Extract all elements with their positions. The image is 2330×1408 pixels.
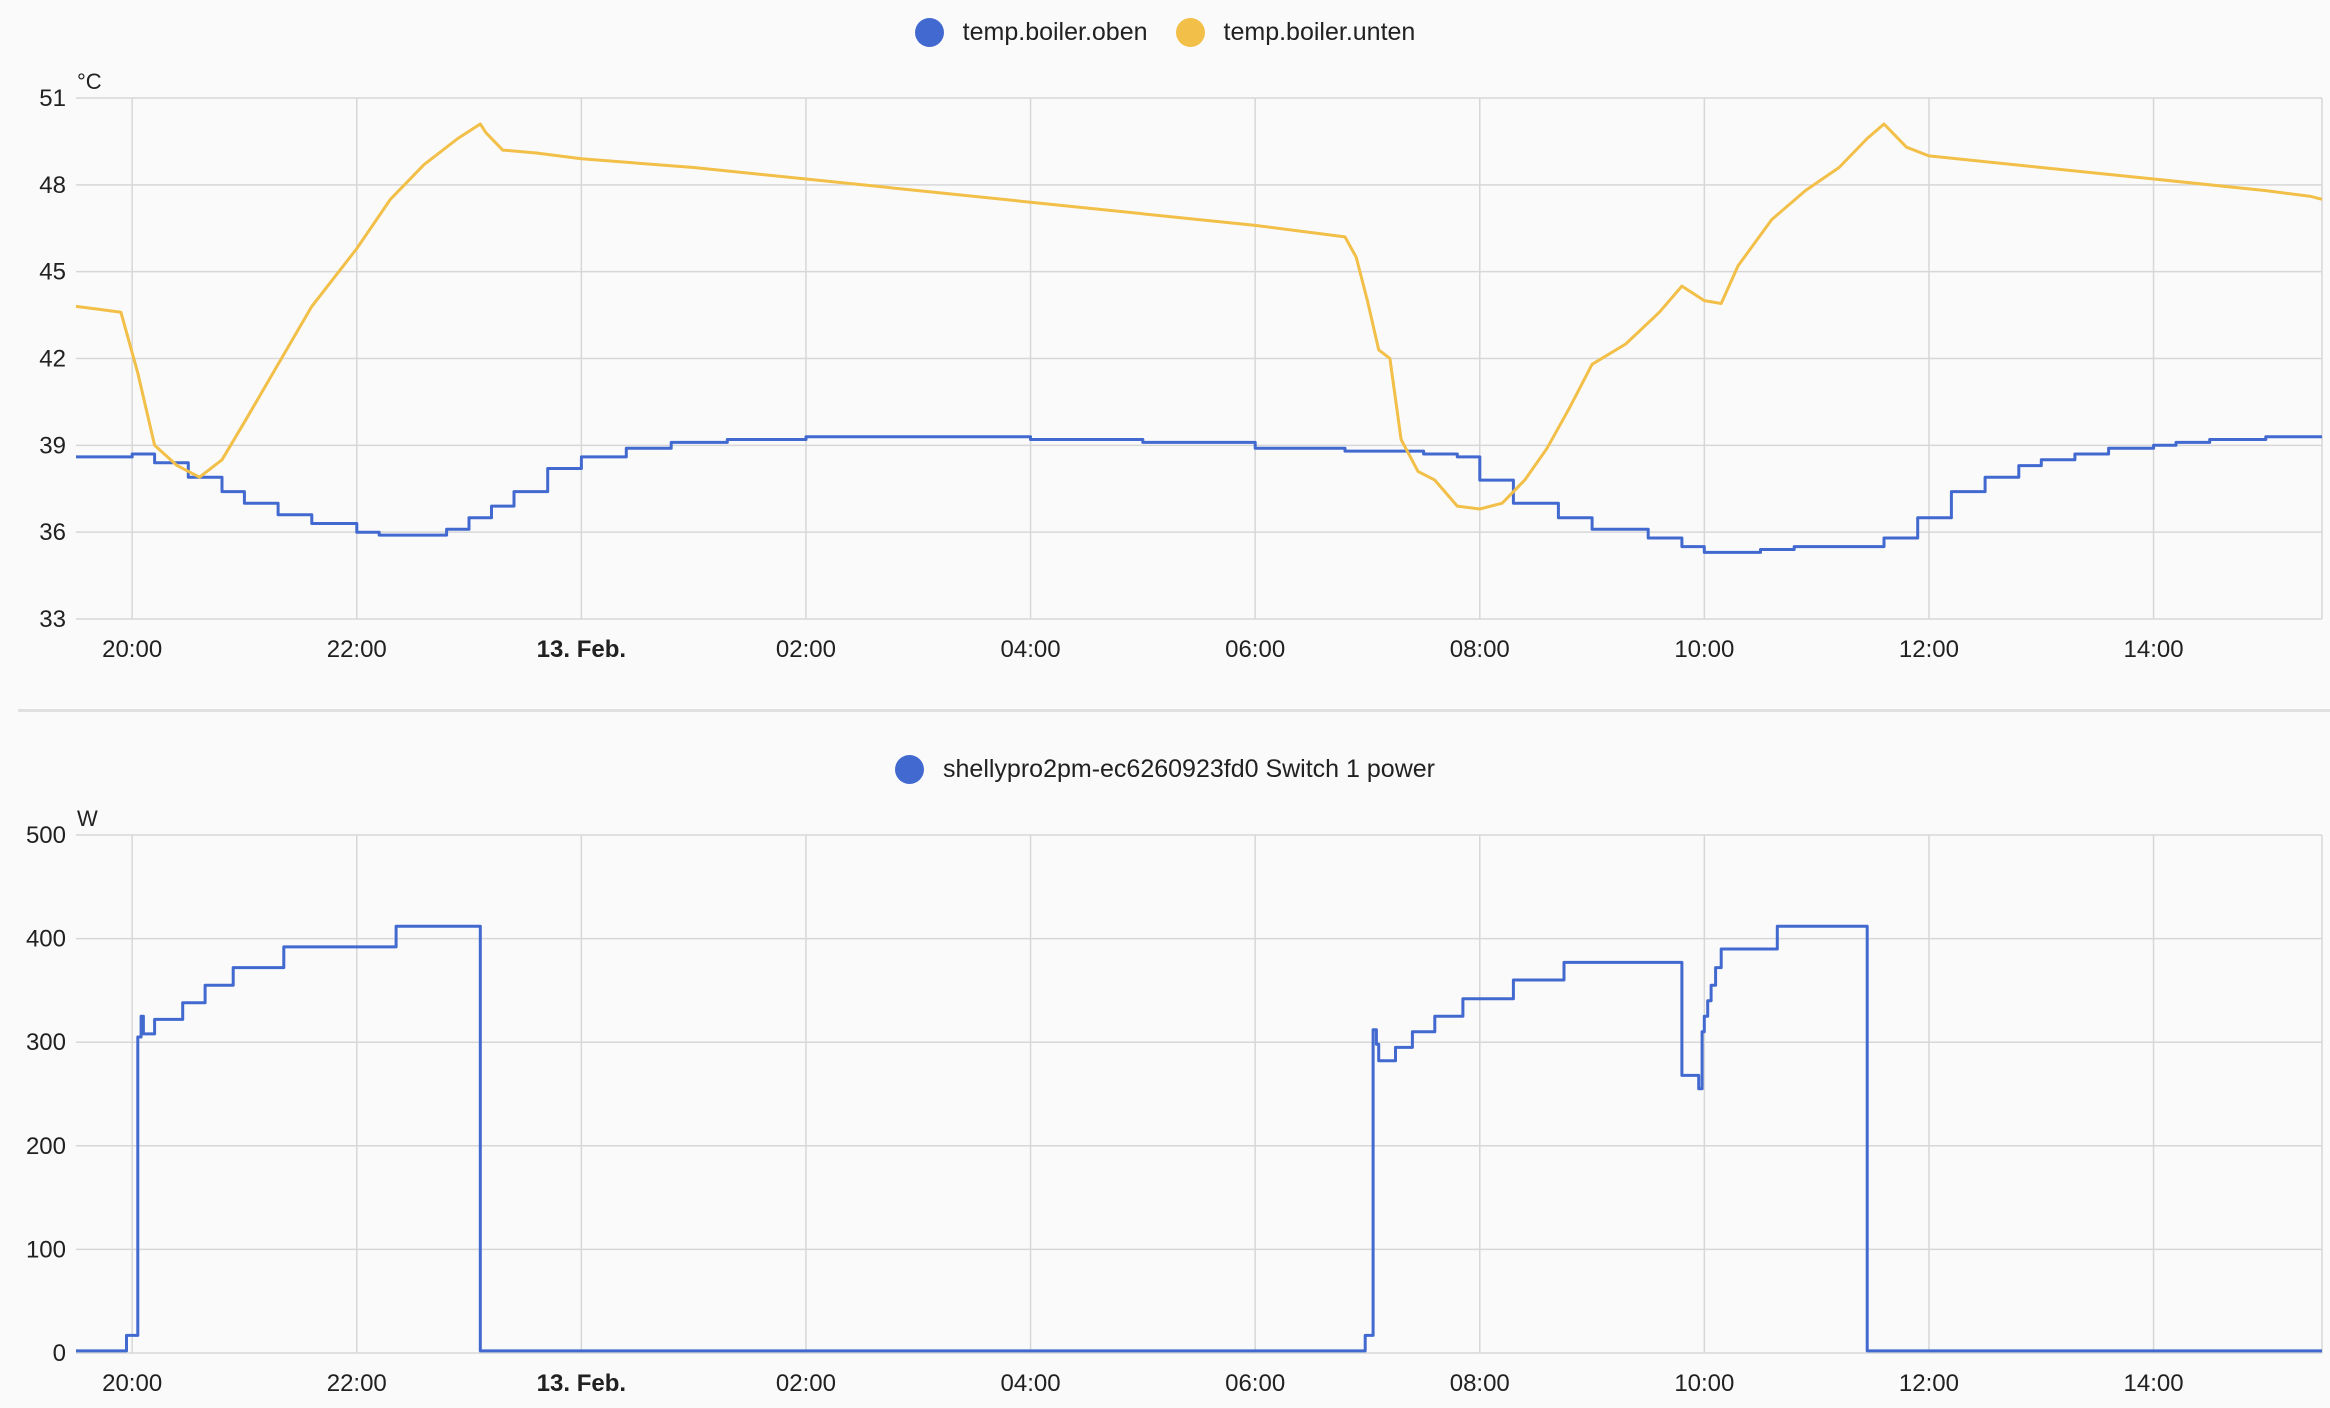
x-tick-label: 13. Feb. <box>537 1370 626 1397</box>
y-tick-label: 100 <box>26 1236 66 1263</box>
x-tick-label: 04:00 <box>1001 1370 1061 1397</box>
panel-divider <box>18 709 2330 712</box>
x-tick-label: 14:00 <box>2124 1370 2184 1397</box>
y-tick-label: 300 <box>26 1029 66 1056</box>
temperature-legend: temp.boiler.oben temp.boiler.unten <box>0 14 2330 50</box>
y-tick-label: 42 <box>39 346 66 373</box>
x-tick-label: 08:00 <box>1450 636 1510 663</box>
series-line-shellypro2pm-ec6260923fd0-switch-1-power[interactable] <box>76 924 2322 1353</box>
temperature-chart-panel: temp.boiler.oben temp.boiler.unten 20:00… <box>0 0 2330 705</box>
power-legend: shellypro2pm-ec6260923fd0 Switch 1 power <box>0 751 2330 787</box>
x-tick-label: 20:00 <box>102 1370 162 1397</box>
x-tick-label: 02:00 <box>776 1370 836 1397</box>
temperature-plot[interactable]: 20:00 22:00 13. Feb. 02:00 04:00 06:00 08:00 10… <box>0 0 2330 705</box>
power-plot[interactable]: 20:00 22:00 13. Feb. 02:00 04:00 06:00 08:00 10… <box>0 715 2330 1408</box>
x-tick-label: 10:00 <box>1674 1370 1734 1397</box>
legend-dot-icon <box>1175 17 1205 47</box>
y-tick-label: 39 <box>39 432 66 459</box>
y-tick-label: 51 <box>39 85 66 112</box>
legend-label-boiler-unten: temp.boiler.unten <box>1223 17 1416 46</box>
y-tick-label: 33 <box>39 606 66 633</box>
x-tick-label: 20:00 <box>102 636 162 663</box>
x-tick-label: 14:00 <box>2124 636 2184 663</box>
y-tick-label: 500 <box>26 822 66 849</box>
x-tick-label: 12:00 <box>1899 1370 1959 1397</box>
x-tick-label: 22:00 <box>327 636 387 663</box>
x-tick-label: 10:00 <box>1674 636 1734 663</box>
y-tick-label: 0 <box>53 1340 66 1367</box>
legend-dot-icon <box>895 754 925 784</box>
x-tick-label: 13. Feb. <box>537 636 626 663</box>
legend-item-switch-power[interactable]: shellypro2pm-ec6260923fd0 Switch 1 power <box>895 754 1435 784</box>
legend-item-boiler-unten[interactable]: temp.boiler.unten <box>1175 17 1416 47</box>
x-tick-label: 12:00 <box>1899 636 1959 663</box>
y-tick-label: 400 <box>26 926 66 953</box>
x-tick-label: 08:00 <box>1450 1370 1510 1397</box>
series-line-temp-boiler-oben[interactable] <box>76 435 2322 554</box>
series-line-temp-boiler-unten[interactable] <box>75 122 2323 511</box>
y-tick-label: 48 <box>39 172 66 199</box>
x-tick-label: 04:00 <box>1001 636 1061 663</box>
x-tick-label: 02:00 <box>776 636 836 663</box>
x-tick-label: 06:00 <box>1225 636 1285 663</box>
x-tick-label: 22:00 <box>327 1370 387 1397</box>
y-tick-label: 200 <box>26 1133 66 1160</box>
y-unit-label: °C <box>77 69 102 94</box>
x-tick-label: 06:00 <box>1225 1370 1285 1397</box>
legend-item-boiler-oben[interactable]: temp.boiler.oben <box>914 17 1148 47</box>
y-tick-label: 36 <box>39 519 66 546</box>
legend-label-boiler-oben: temp.boiler.oben <box>962 17 1148 46</box>
y-unit-label: W <box>77 806 98 831</box>
power-chart-panel: shellypro2pm-ec6260923fd0 Switch 1 power… <box>0 715 2330 1408</box>
legend-dot-icon <box>914 17 944 47</box>
legend-label-switch-power: shellypro2pm-ec6260923fd0 Switch 1 power <box>943 754 1435 783</box>
y-tick-label: 45 <box>39 259 66 286</box>
